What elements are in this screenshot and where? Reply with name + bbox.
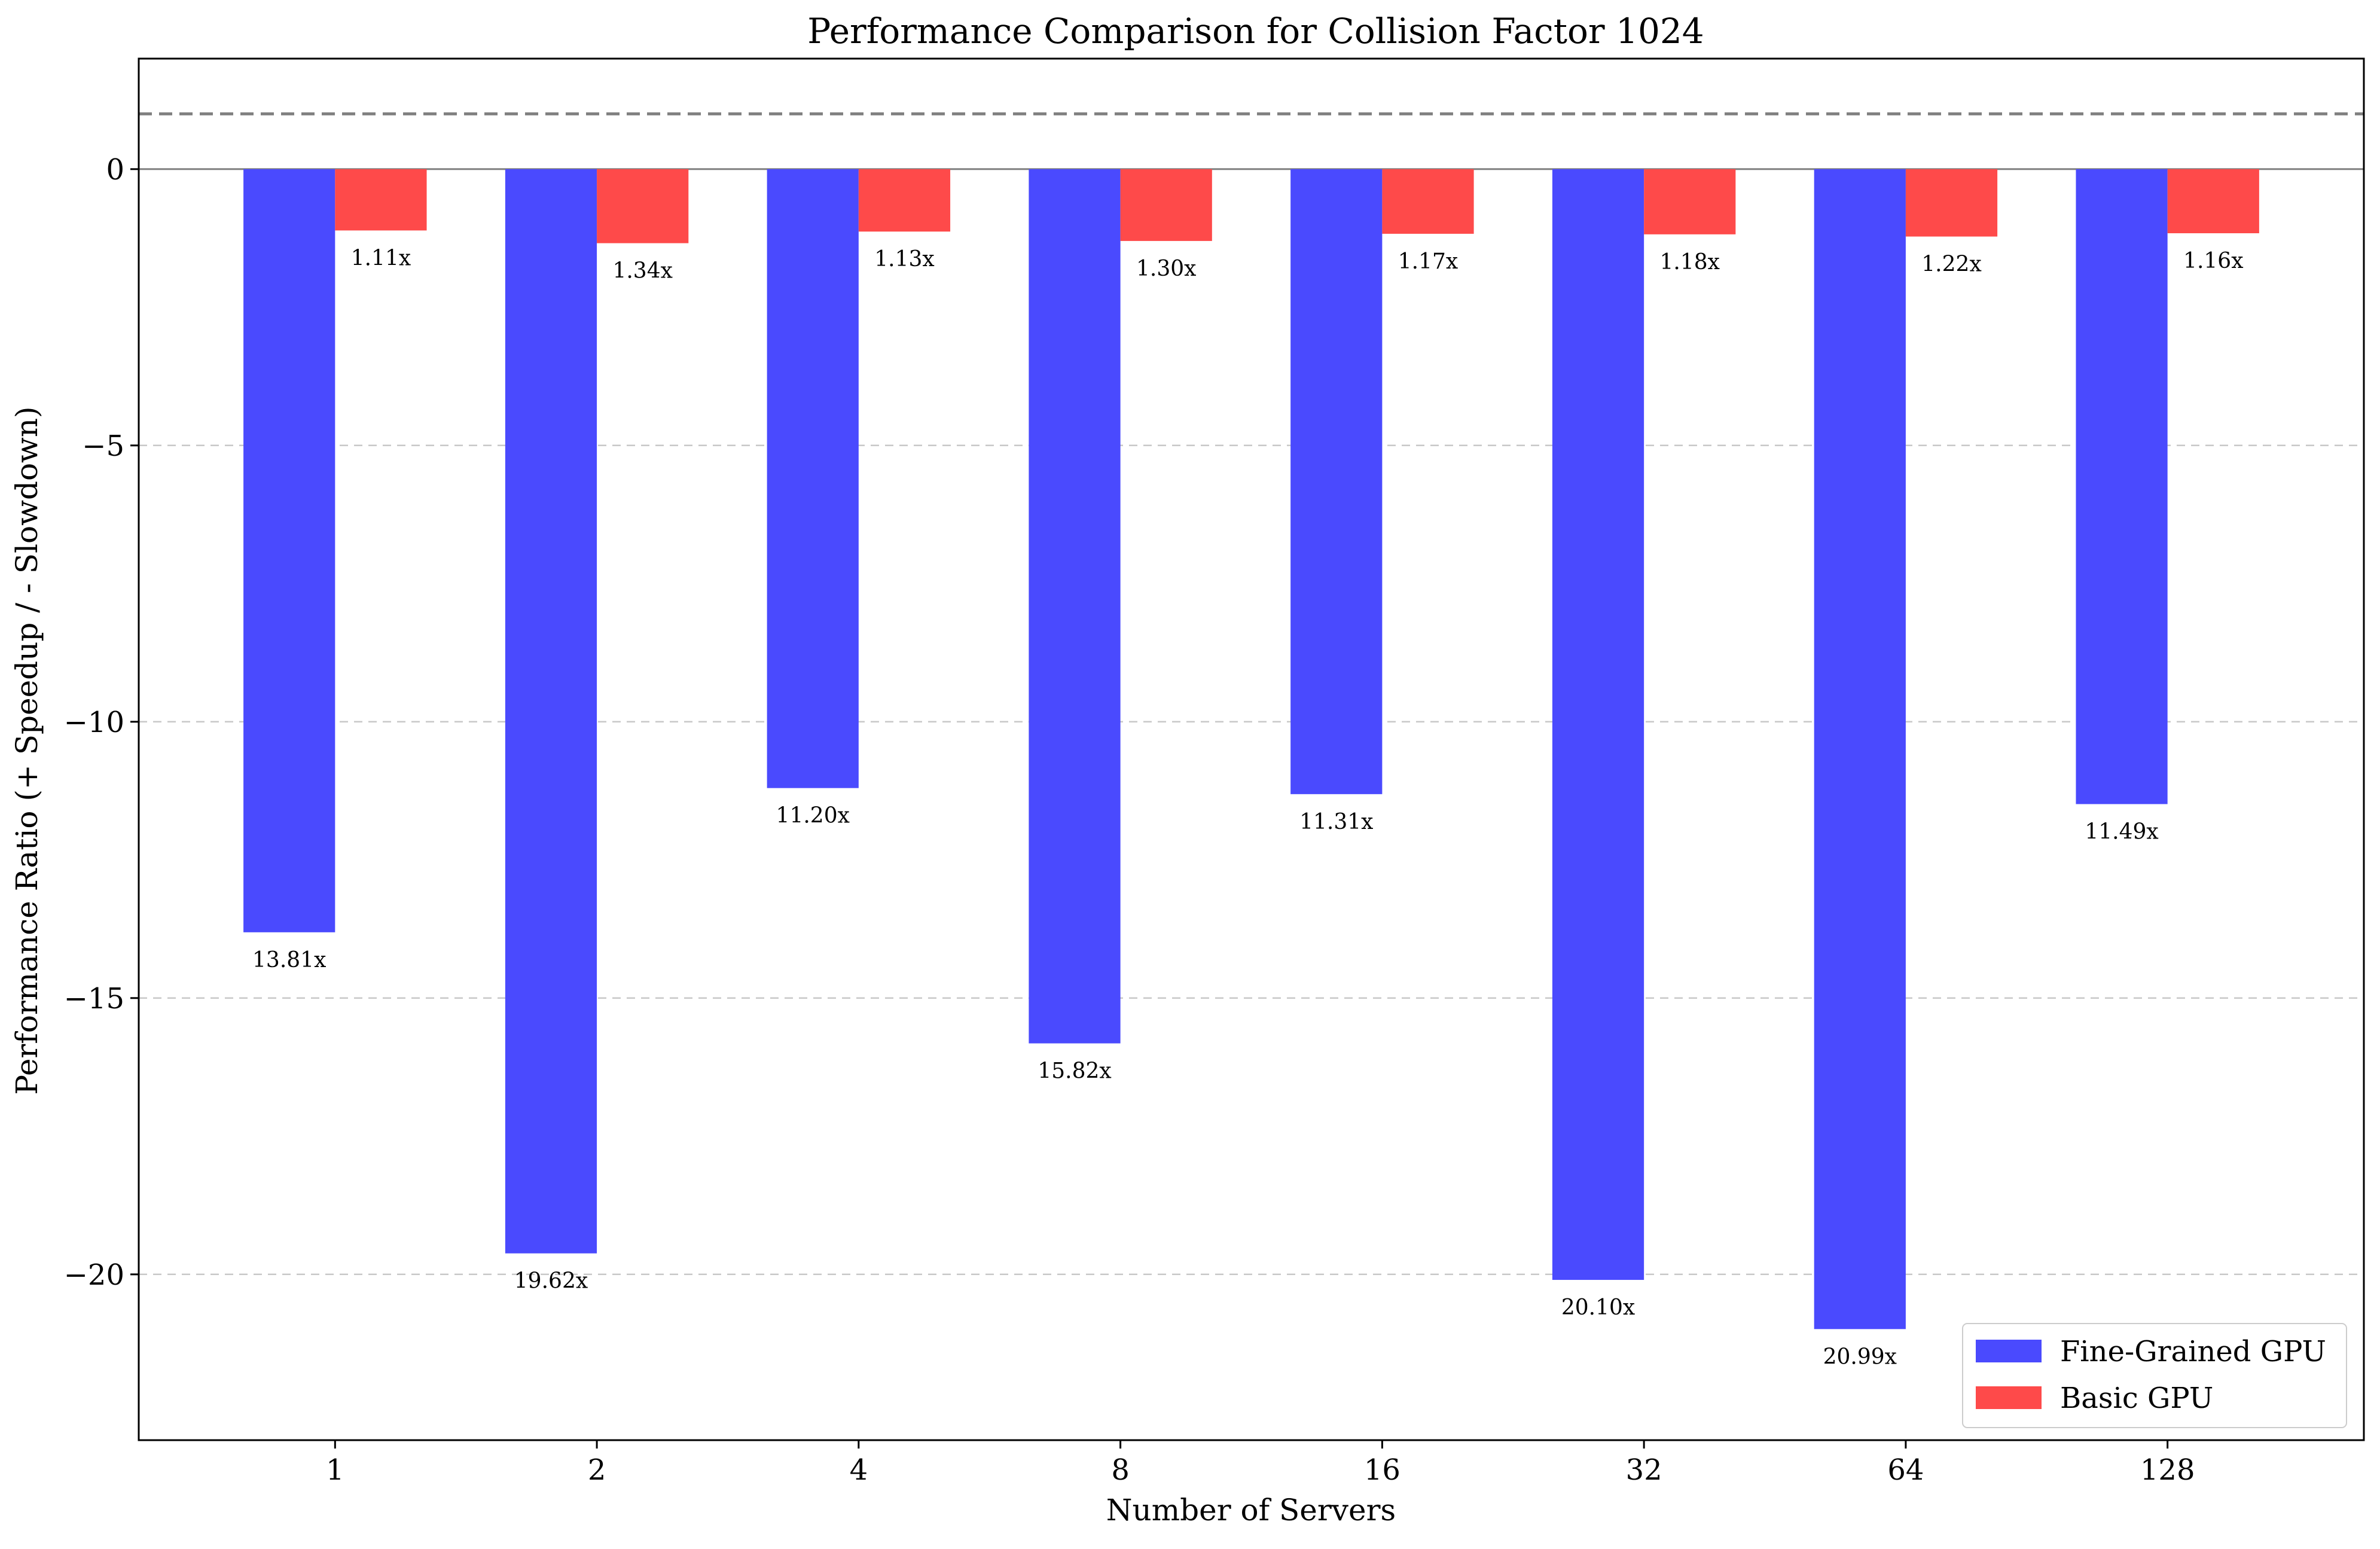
bar-basic-16 [1382,169,1474,234]
plot-frame [138,57,2365,1441]
x-tick-label: 1 [326,1453,344,1487]
legend-swatch-fine-grained [1976,1340,2042,1362]
bar-basic-8 [1120,169,1212,241]
bar-fine-grained-8 [1029,169,1121,1044]
bar-basic-2 [597,169,689,243]
y-tick-label: 0 [106,153,124,187]
data-label: 1.16x [2183,249,2243,273]
data-label: 1.17x [1398,249,1458,274]
grid-lines [139,444,2364,1276]
data-label: 11.49x [2085,819,2158,844]
data-label: 13.81x [252,948,326,972]
legend-box [1962,1323,2347,1428]
data-label: 1.30x [1136,257,1196,281]
bar-fine-grained-1 [243,169,335,932]
y-axis-ticks: 0 −5 −10 −15 −20 [64,153,139,1292]
bar-fine-grained-32 [1552,169,1644,1280]
data-label: 1.22x [1921,252,1981,277]
bar-basic-4 [858,169,951,232]
bar-fine-grained-64 [1814,169,1906,1330]
x-tick-label: 128 [2140,1453,2195,1487]
y-tick-label: −20 [64,1258,124,1292]
data-label: 19.62x [514,1269,588,1294]
data-label: 1.13x [874,247,934,272]
bars [243,169,2259,1330]
y-axis-label: Performance Ratio (+ Speedup / - Slowdow… [10,406,44,1094]
y-tick-label: −5 [82,429,124,463]
bar-fine-grained-2 [505,169,597,1254]
legend-swatch-basic [1976,1386,2042,1409]
data-label: 20.99x [1823,1344,1897,1369]
y-tick-label: −15 [64,982,124,1016]
data-label: 1.34x [612,259,672,283]
bar-basic-1 [335,169,427,231]
data-label: 20.10x [1561,1295,1635,1320]
legend-label-fine-grained: Fine-Grained GPU [2060,1335,2326,1368]
x-axis-label: Number of Servers [1106,1493,1396,1527]
bar-basic-32 [1644,169,1736,234]
x-tick-label: 64 [1887,1453,1924,1487]
y-tick-label: −10 [64,706,124,739]
x-tick-label: 16 [1364,1453,1400,1487]
data-label: 11.31x [1299,810,1373,834]
bar-fine-grained-4 [767,169,859,788]
bar-basic-64 [1905,169,1998,237]
x-tick-label: 4 [850,1453,868,1487]
data-label: 1.18x [1660,250,1720,275]
data-labels: 13.81x 1.11x 19.62x 1.34x 11.20x 1.13x 15.82x 1… [252,246,2243,1369]
chart-title: Performance Comparison for Collision Fac… [807,11,1704,51]
x-tick-label: 8 [1111,1453,1130,1487]
x-tick-label: 32 [1626,1453,1662,1487]
legend: Fine-Grained GPU Basic GPU [1962,1323,2347,1428]
bar-fine-grained-16 [1290,169,1383,794]
data-label: 15.82x [1038,1059,1111,1084]
x-tick-label: 2 [588,1453,606,1487]
x-axis-ticks: 1 2 4 8 16 32 64 128 [326,1440,2195,1487]
bar-basic-128 [2167,169,2259,233]
data-label: 11.20x [776,804,850,828]
legend-label-basic: Basic GPU [2060,1382,2213,1415]
bar-fine-grained-128 [2076,169,2168,804]
data-label: 1.11x [351,246,411,270]
